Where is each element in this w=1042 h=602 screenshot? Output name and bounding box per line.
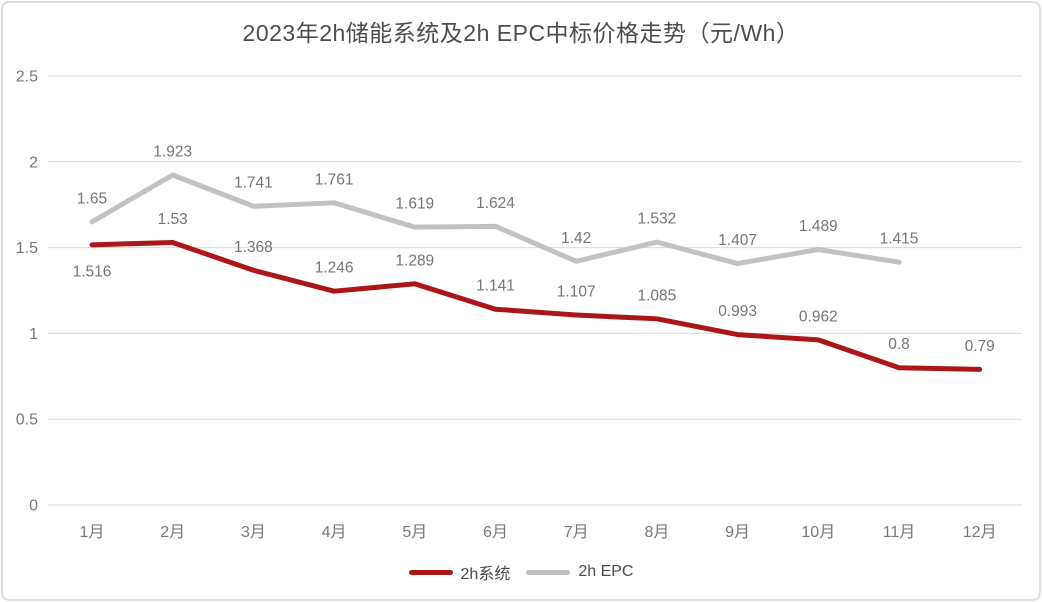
y-tick-label: 0 <box>29 498 38 515</box>
data-label: 0.993 <box>718 303 757 320</box>
y-tick-label: 0.5 <box>16 412 38 429</box>
data-label: 0.8 <box>888 336 910 353</box>
x-axis-label: 4月 <box>322 524 347 541</box>
data-label: 1.107 <box>557 284 596 301</box>
x-axis-label: 1月 <box>80 524 105 541</box>
series-line-2h系统 <box>89 239 983 372</box>
x-axis-label: 3月 <box>241 524 266 541</box>
y-tick-label: 1 <box>29 326 38 343</box>
x-axis-label: 7月 <box>564 524 589 541</box>
legend-item-epc: 2h EPC <box>526 563 633 581</box>
data-label: 1.741 <box>234 175 273 192</box>
data-label: 0.79 <box>965 338 995 355</box>
data-label: 1.289 <box>395 252 434 269</box>
data-label: 1.516 <box>73 263 112 280</box>
chart-legend: 2h系统 2h EPC <box>0 560 1042 584</box>
x-axis-label: 5月 <box>402 524 427 541</box>
epc-line-swatch-icon <box>526 569 571 575</box>
data-label: 1.761 <box>315 171 354 188</box>
data-label: 1.246 <box>315 260 354 277</box>
data-label: 1.42 <box>561 230 591 247</box>
legend-item-system: 2h系统 <box>408 560 511 584</box>
data-label: 1.489 <box>799 218 838 235</box>
data-label: 1.141 <box>476 278 515 295</box>
data-label: 1.368 <box>234 239 273 256</box>
x-axis-label: 11月 <box>883 524 916 541</box>
data-label: 1.619 <box>395 196 434 213</box>
data-label: 1.407 <box>718 232 757 249</box>
y-tick-label: 2 <box>29 154 38 171</box>
x-axis-label: 2月 <box>160 524 185 541</box>
data-label: 1.085 <box>638 287 677 304</box>
legend-label-system: 2h系统 <box>460 566 511 583</box>
legend-label-epc: 2h EPC <box>578 563 634 580</box>
y-tick-label: 2.5 <box>16 69 38 86</box>
chart-title: 2023年2h储能系统及2h EPC中标价格走势（元/Wh） <box>242 20 800 46</box>
system-line-swatch-icon <box>408 569 453 575</box>
x-axis-label: 12月 <box>963 524 997 541</box>
x-axis-label: 9月 <box>725 524 750 541</box>
data-label: 1.415 <box>880 231 919 248</box>
series-line-2h EPC <box>89 172 902 267</box>
data-label: 1.624 <box>476 195 515 212</box>
x-axis-label: 10月 <box>801 524 835 541</box>
data-label: 0.962 <box>799 308 838 325</box>
data-label: 1.53 <box>158 211 188 228</box>
data-label: 1.532 <box>638 211 677 228</box>
x-axis-label: 6月 <box>483 524 508 541</box>
data-label: 1.923 <box>153 144 192 161</box>
data-label: 1.65 <box>77 190 107 207</box>
y-tick-label: 1.5 <box>16 240 38 257</box>
x-axis-label: 8月 <box>644 524 669 541</box>
